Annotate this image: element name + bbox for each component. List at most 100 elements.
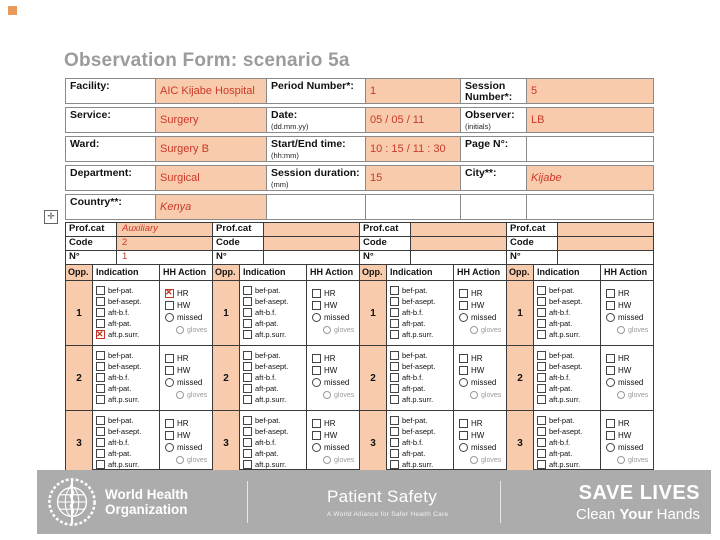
checkbox-icon[interactable]: [96, 460, 105, 469]
indication-option[interactable]: aft-pat.: [390, 383, 453, 394]
meta-value[interactable]: 1: [116, 251, 212, 264]
indication-option[interactable]: aft.p.surr.: [96, 394, 159, 405]
indication-option[interactable]: aft-pat.: [243, 318, 306, 329]
checkbox-icon[interactable]: [390, 362, 399, 371]
indication-option[interactable]: bef-pat.: [96, 415, 159, 426]
checkbox-icon[interactable]: [96, 351, 105, 360]
meta-value[interactable]: 2: [116, 237, 212, 250]
checkbox-icon[interactable]: [390, 449, 399, 458]
action-option[interactable]: HW: [165, 429, 212, 441]
indication-option[interactable]: aft.p.surr.: [243, 394, 306, 405]
checkbox-icon[interactable]: [96, 319, 105, 328]
checkbox-icon[interactable]: [243, 330, 252, 339]
field-value[interactable]: [526, 194, 654, 220]
checkbox-icon[interactable]: [537, 384, 546, 393]
meta-value[interactable]: [410, 237, 506, 250]
checkbox-icon[interactable]: [606, 430, 615, 440]
radio-icon[interactable]: [323, 391, 331, 399]
meta-value[interactable]: Auxiliary: [116, 223, 212, 236]
checkbox-icon[interactable]: [459, 300, 468, 310]
checkbox-icon[interactable]: [459, 418, 468, 428]
checkbox-icon[interactable]: [312, 288, 321, 298]
action-option[interactable]: HR: [165, 352, 212, 364]
action-option[interactable]: missed: [312, 311, 359, 323]
meta-value[interactable]: [557, 237, 653, 250]
checkbox-icon[interactable]: [243, 438, 252, 447]
action-option[interactable]: missed: [312, 441, 359, 453]
field-value[interactable]: AIC Kijabe Hospital: [155, 78, 267, 104]
action-option[interactable]: HR: [165, 287, 212, 299]
radio-icon[interactable]: [312, 442, 321, 452]
indication-option[interactable]: aft.p.surr.: [243, 459, 306, 470]
indication-option[interactable]: aft-b.f.: [390, 372, 453, 383]
checkbox-icon[interactable]: [606, 288, 615, 298]
action-option[interactable]: HW: [606, 429, 653, 441]
checkbox-icon[interactable]: [243, 416, 252, 425]
action-option[interactable]: HR: [312, 352, 359, 364]
indication-option[interactable]: aft-pat.: [537, 448, 600, 459]
indication-option[interactable]: bef-asept.: [390, 426, 453, 437]
action-option[interactable]: HR: [312, 287, 359, 299]
checkbox-icon[interactable]: [459, 288, 468, 298]
action-option[interactable]: HR: [606, 287, 653, 299]
indication-option[interactable]: aft.p.surr.: [96, 459, 159, 470]
indication-option[interactable]: aft-pat.: [537, 318, 600, 329]
field-value[interactable]: Surgery B: [155, 136, 267, 162]
field-value[interactable]: LB: [526, 107, 654, 133]
checkbox-icon[interactable]: [96, 449, 105, 458]
checkbox-icon[interactable]: [537, 449, 546, 458]
action-option[interactable]: HR: [459, 287, 506, 299]
indication-option[interactable]: aft-b.f.: [537, 307, 600, 318]
field-value[interactable]: 15: [365, 165, 461, 191]
action-option[interactable]: gloves: [470, 454, 506, 466]
action-option[interactable]: gloves: [323, 454, 359, 466]
checkbox-icon[interactable]: [459, 365, 468, 375]
indication-option[interactable]: aft-pat.: [537, 383, 600, 394]
checkbox-icon[interactable]: [390, 297, 399, 306]
checkbox-icon[interactable]: [96, 308, 105, 317]
checkbox-icon[interactable]: [96, 416, 105, 425]
indication-option[interactable]: bef-pat.: [390, 285, 453, 296]
checkbox-icon[interactable]: [390, 308, 399, 317]
indication-option[interactable]: aft-b.f.: [243, 372, 306, 383]
checkbox-icon[interactable]: [96, 427, 105, 436]
checkbox-icon[interactable]: [312, 430, 321, 440]
indication-option[interactable]: aft-b.f.: [96, 307, 159, 318]
checkbox-icon[interactable]: [243, 395, 252, 404]
checkbox-icon[interactable]: [312, 365, 321, 375]
meta-value[interactable]: [557, 251, 653, 264]
field-value[interactable]: 5: [526, 78, 654, 104]
indication-option[interactable]: aft-b.f.: [243, 307, 306, 318]
checkbox-icon[interactable]: [243, 427, 252, 436]
checkbox-icon[interactable]: [96, 286, 105, 295]
indication-option[interactable]: aft-b.f.: [96, 437, 159, 448]
checkbox-icon[interactable]: [537, 308, 546, 317]
field-value[interactable]: Kijabe: [526, 165, 654, 191]
radio-icon[interactable]: [470, 391, 478, 399]
indication-option[interactable]: aft-b.f.: [243, 437, 306, 448]
indication-option[interactable]: bef-asept.: [96, 296, 159, 307]
action-option[interactable]: HW: [459, 364, 506, 376]
indication-option[interactable]: aft-pat.: [243, 448, 306, 459]
indication-option[interactable]: bef-pat.: [390, 350, 453, 361]
checkbox-icon[interactable]: [165, 353, 174, 363]
checkbox-icon[interactable]: [243, 460, 252, 469]
action-option[interactable]: missed: [165, 376, 212, 388]
action-option[interactable]: HW: [165, 364, 212, 376]
checkbox-icon[interactable]: [390, 286, 399, 295]
indication-option[interactable]: aft-b.f.: [537, 372, 600, 383]
action-option[interactable]: missed: [165, 311, 212, 323]
indication-option[interactable]: aft-pat.: [96, 448, 159, 459]
indication-option[interactable]: bef-asept.: [537, 426, 600, 437]
action-option[interactable]: missed: [606, 311, 653, 323]
indication-option[interactable]: aft.p.surr.: [537, 459, 600, 470]
checkbox-icon[interactable]: [165, 287, 174, 298]
checkbox-icon[interactable]: [96, 329, 105, 340]
indication-option[interactable]: bef-asept.: [537, 296, 600, 307]
checkbox-icon[interactable]: [390, 351, 399, 360]
checkbox-icon[interactable]: [537, 362, 546, 371]
indication-option[interactable]: aft.p.surr.: [390, 329, 453, 340]
action-option[interactable]: gloves: [470, 389, 506, 401]
checkbox-icon[interactable]: [537, 330, 546, 339]
indication-option[interactable]: aft.p.surr.: [537, 329, 600, 340]
